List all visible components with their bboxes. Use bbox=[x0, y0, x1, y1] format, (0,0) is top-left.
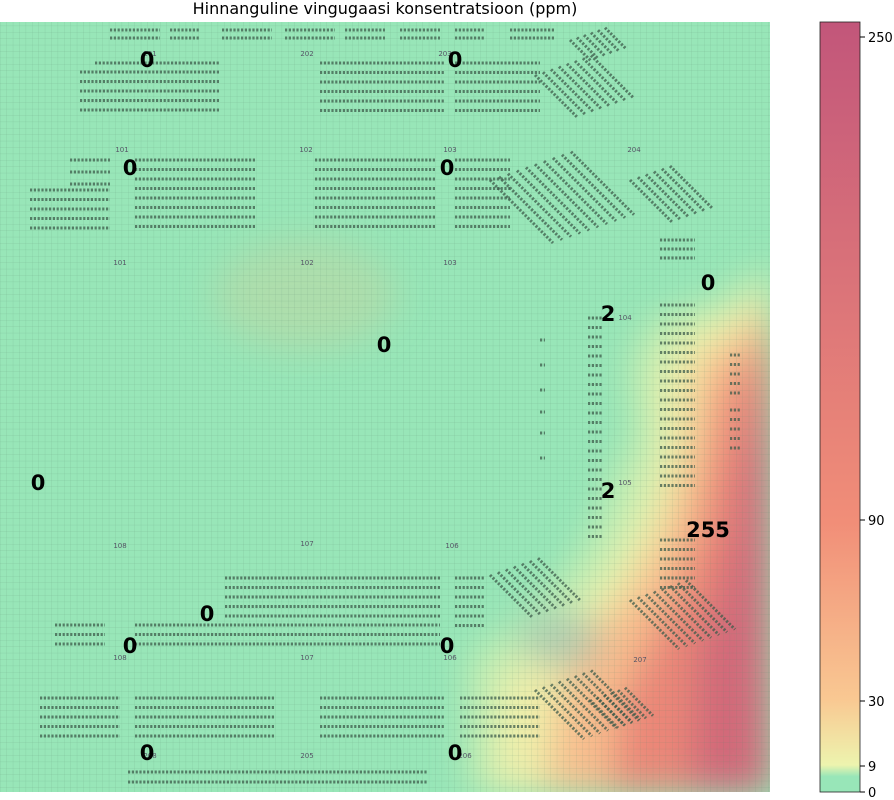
sensor-reading-label: 0 bbox=[31, 471, 46, 495]
room-label: 203 bbox=[438, 50, 451, 58]
chart-title: Hinnanguline vingugaasi konsentratsioon … bbox=[193, 0, 578, 18]
sensor-reading-label: 0 bbox=[140, 741, 155, 765]
room-label: 107 bbox=[300, 654, 313, 662]
colorbar-tick-label: 90 bbox=[868, 514, 885, 529]
room-label: 201 bbox=[143, 50, 156, 58]
sensor-reading-label: 0 bbox=[448, 741, 463, 765]
sensor-reading-label: 0 bbox=[123, 156, 138, 180]
sensor-reading-label: 0 bbox=[440, 156, 455, 180]
sensor-reading-label: 0 bbox=[140, 48, 155, 72]
sensor-reading-label: 0 bbox=[701, 271, 716, 295]
room-label: 108 bbox=[113, 542, 126, 550]
room-label: 102 bbox=[299, 146, 312, 154]
colorbar-ticks: 0 9 30 90 250 bbox=[860, 31, 893, 800]
room-label: 106 bbox=[445, 542, 459, 550]
room-label: 101 bbox=[113, 259, 126, 267]
sensor-reading-label: 0 bbox=[377, 333, 392, 357]
room-label: 208 bbox=[143, 752, 156, 760]
colorbar-tick-label: 9 bbox=[868, 760, 876, 775]
room-label: 103 bbox=[443, 146, 456, 154]
sensor-reading-label: 2 bbox=[601, 479, 616, 503]
room-label: 205 bbox=[300, 752, 313, 760]
room-label: 108 bbox=[113, 654, 126, 662]
sensor-reading-label: 255 bbox=[686, 518, 730, 542]
room-label: 207 bbox=[633, 656, 646, 664]
room-label: 206 bbox=[458, 752, 472, 760]
grid-overlay bbox=[0, 22, 770, 792]
room-label: 105 bbox=[618, 479, 631, 487]
colorbar-tick-label: 30 bbox=[868, 695, 885, 710]
room-label: 103 bbox=[443, 259, 456, 267]
sensor-reading-label: 0 bbox=[448, 48, 463, 72]
colorbar: 0 9 30 90 250 bbox=[819, 21, 893, 800]
sensor-labels: 0 0 0 0 0 2 0 0 2 255 0 0 0 0 0 bbox=[31, 48, 730, 765]
colorbar-tick-label: 0 bbox=[868, 786, 876, 800]
room-label: 202 bbox=[300, 50, 313, 58]
colorbar-tick-label: 250 bbox=[868, 31, 893, 46]
room-label: 107 bbox=[300, 540, 313, 548]
sensor-reading-label: 2 bbox=[601, 302, 616, 326]
colorbar-gradient bbox=[819, 21, 861, 793]
sensor-reading-label: 0 bbox=[440, 634, 455, 658]
room-label: 101 bbox=[115, 146, 128, 154]
sensor-reading-label: 0 bbox=[123, 634, 138, 658]
room-label: 204 bbox=[627, 146, 641, 154]
sensor-reading-label: 0 bbox=[200, 602, 215, 626]
room-label: 106 bbox=[443, 654, 457, 662]
room-label: 102 bbox=[300, 259, 313, 267]
room-label: 104 bbox=[618, 314, 632, 322]
